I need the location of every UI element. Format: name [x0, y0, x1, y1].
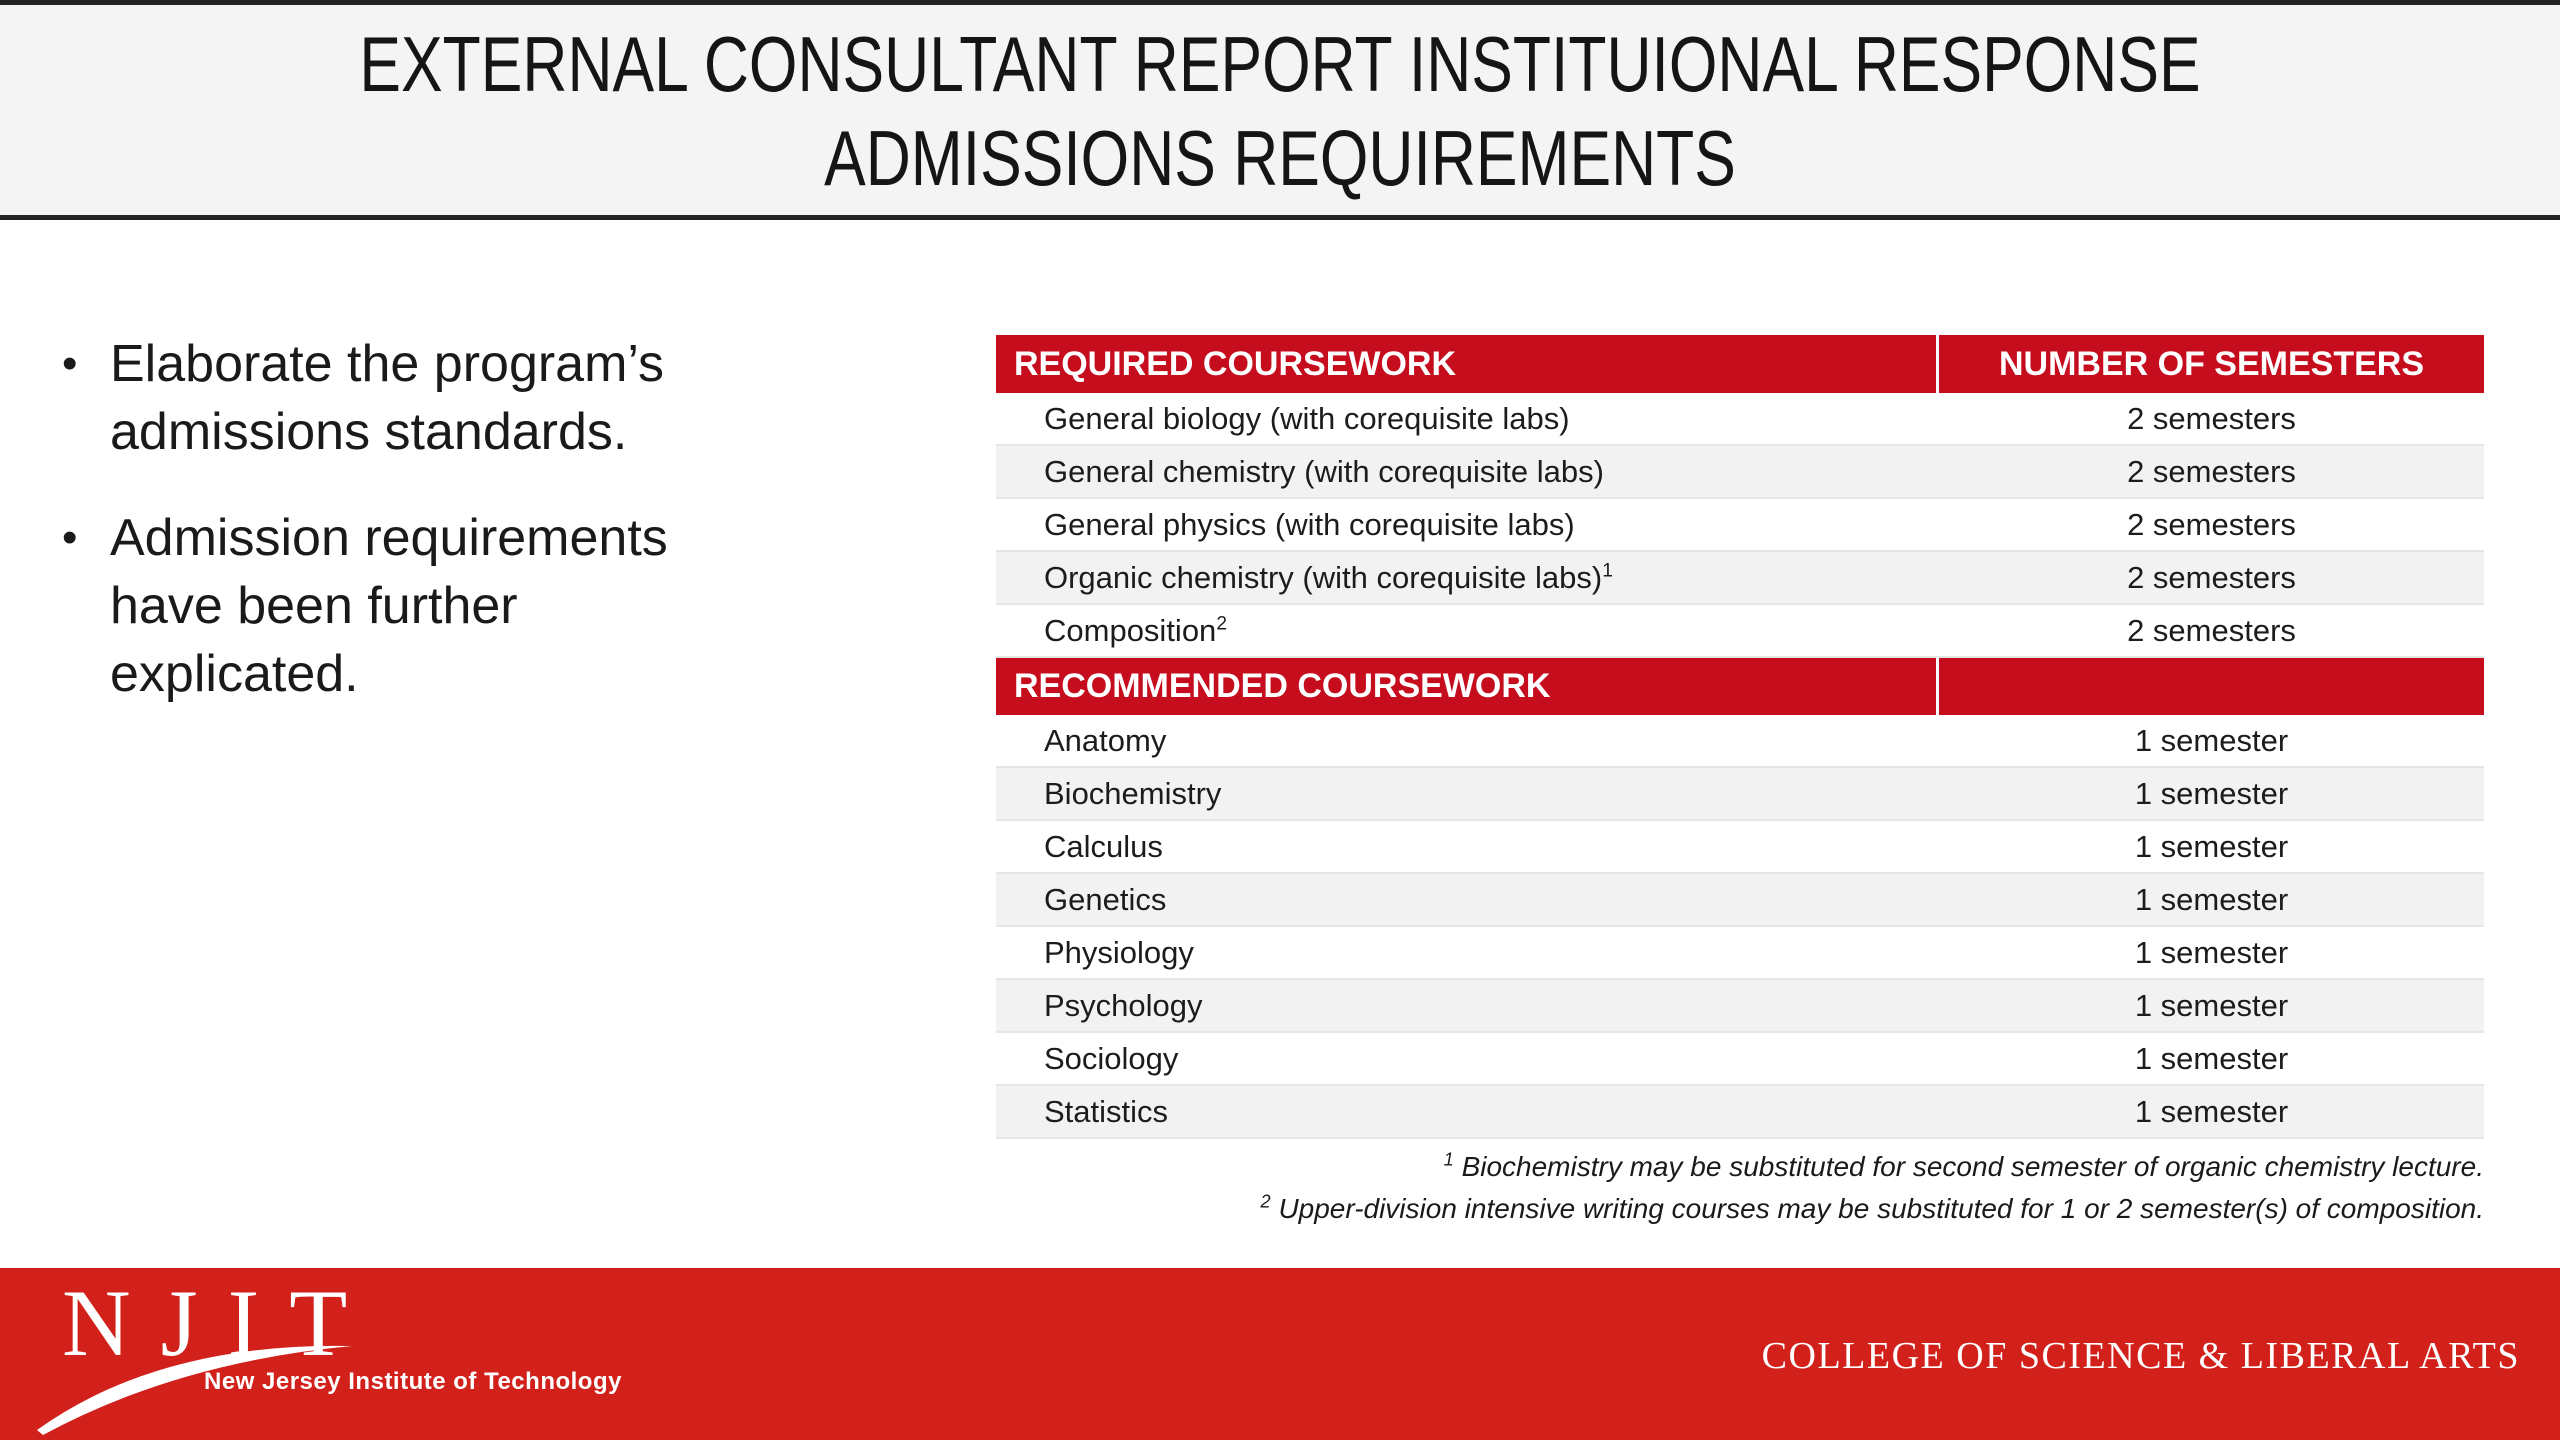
semesters-cell: 2 semesters	[2127, 506, 2296, 542]
table-row: Physiology 1 semester	[996, 927, 2484, 980]
semesters-cell: 1 semester	[2134, 881, 2289, 917]
course-cell: Composition2	[1044, 612, 1227, 648]
footnotes: 1 Biochemistry may be substituted for se…	[996, 1146, 2484, 1230]
semesters-cell: 2 semesters	[2127, 612, 2296, 648]
required-coursework-header: REQUIRED COURSEWORK	[996, 335, 1936, 393]
slide-title-line2: ADMISSIONS REQUIREMENTS	[824, 114, 1736, 202]
recommended-coursework-header: RECOMMENDED COURSEWORK	[996, 658, 1936, 715]
semesters-cell: 1 semester	[2134, 987, 2289, 1023]
table-row: Composition2 2 semesters	[996, 605, 2484, 658]
table-row: Psychology 1 semester	[996, 980, 2484, 1033]
semesters-cell: 2 semesters	[2127, 559, 2296, 595]
semesters-cell: 1 semester	[2134, 722, 2289, 758]
semesters-cell: 1 semester	[2134, 1040, 2289, 1076]
slide-title-bar: EXTERNAL CONSULTANT REPORT INSTITUIONAL …	[0, 0, 2560, 220]
recommended-coursework-header-row: RECOMMENDED COURSEWORK	[996, 658, 2484, 715]
footnote-text: Biochemistry may be substituted for seco…	[1461, 1151, 2484, 1182]
footnote-text: Upper-division intensive writing courses…	[1278, 1193, 2484, 1224]
njit-logo: NJIT New Jersey Institute of Technology	[0, 1268, 800, 1440]
bullet-text: Elaborate the program’s admissions stand…	[110, 335, 665, 461]
table-row: General physics (with corequisite labs) …	[996, 499, 2484, 552]
course-cell: Genetics	[1044, 881, 1167, 917]
course-cell: General chemistry (with corequisite labs…	[1044, 453, 1604, 489]
table-row: Genetics 1 semester	[996, 874, 2484, 927]
semesters-cell: 1 semester	[2134, 775, 2289, 811]
list-item: • Elaborate the program’s admissions sta…	[60, 330, 760, 466]
footnote-ref: 1	[1602, 560, 1613, 582]
course-cell: General physics (with corequisite labs)	[1044, 506, 1575, 542]
semesters-cell: 1 semester	[2134, 934, 2289, 970]
list-item: • Admission requirements have been furth…	[60, 504, 760, 708]
semesters-cell: 2 semesters	[2127, 400, 2296, 436]
bullet-marker-icon: •	[62, 339, 78, 388]
njit-logo-tagline: New Jersey Institute of Technology	[204, 1368, 622, 1395]
course-cell: Sociology	[1044, 1040, 1179, 1076]
number-of-semesters-header: NUMBER OF SEMESTERS	[1939, 335, 2484, 393]
footnote: 2 Upper-division intensive writing cours…	[996, 1188, 2484, 1230]
table-row: Statistics 1 semester	[996, 1086, 2484, 1139]
bullet-list: • Elaborate the program’s admissions sta…	[60, 330, 760, 746]
required-coursework-header-row: REQUIRED COURSEWORK NUMBER OF SEMESTERS	[996, 335, 2484, 393]
footnote-ref: 2	[1216, 613, 1227, 635]
semesters-cell: 2 semesters	[2127, 453, 2296, 489]
semesters-cell: 1 semester	[2134, 1093, 2289, 1129]
bullet-text: Admission requirements have been further…	[110, 509, 668, 703]
empty-header-cell	[1939, 658, 2484, 715]
course-cell: Organic chemistry (with corequisite labs…	[1044, 559, 1613, 595]
table-row: Organic chemistry (with corequisite labs…	[996, 552, 2484, 605]
course-cell: Biochemistry	[1044, 775, 1222, 811]
njit-logo-letters: NJIT	[62, 1270, 378, 1376]
slide-title-line1: EXTERNAL CONSULTANT REPORT INSTITUIONAL …	[359, 20, 2201, 108]
table-row: Calculus 1 semester	[996, 821, 2484, 874]
course-cell: Psychology	[1044, 987, 1203, 1023]
table-row: General biology (with corequisite labs) …	[996, 393, 2484, 446]
course-cell: Statistics	[1044, 1093, 1169, 1129]
course-cell: Calculus	[1044, 828, 1163, 864]
course-cell: Anatomy	[1044, 722, 1167, 758]
table-row: Biochemistry 1 semester	[996, 768, 2484, 821]
table-row: General chemistry (with corequisite labs…	[996, 446, 2484, 499]
footnote-number: 2	[1260, 1191, 1271, 1212]
njit-swoosh-icon	[37, 1345, 352, 1435]
semesters-cell: 1 semester	[2134, 828, 2289, 864]
course-cell: Physiology	[1044, 934, 1194, 970]
table-row: Anatomy 1 semester	[996, 715, 2484, 768]
footnote: 1 Biochemistry may be substituted for se…	[996, 1146, 2484, 1188]
footnote-number: 1	[1443, 1149, 1454, 1170]
bullet-marker-icon: •	[62, 513, 78, 562]
footer-bar: NJIT New Jersey Institute of Technology …	[0, 1268, 2560, 1440]
table-row: Sociology 1 semester	[996, 1033, 2484, 1086]
college-name: COLLEGE OF SCIENCE & LIBERAL ARTS	[1761, 1335, 2520, 1377]
coursework-table: REQUIRED COURSEWORK NUMBER OF SEMESTERS …	[996, 335, 2484, 1139]
course-cell: General biology (with corequisite labs)	[1044, 400, 1570, 436]
